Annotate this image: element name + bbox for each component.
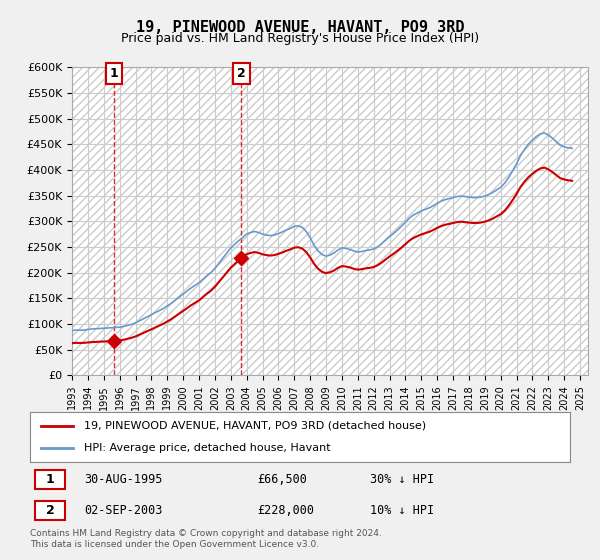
FancyBboxPatch shape <box>35 501 65 520</box>
Text: 10% ↓ HPI: 10% ↓ HPI <box>370 504 434 517</box>
Text: 30-AUG-1995: 30-AUG-1995 <box>84 473 163 486</box>
Text: Price paid vs. HM Land Registry's House Price Index (HPI): Price paid vs. HM Land Registry's House … <box>121 32 479 45</box>
Text: 02-SEP-2003: 02-SEP-2003 <box>84 504 163 517</box>
Text: 1: 1 <box>46 473 55 486</box>
Text: 19, PINEWOOD AVENUE, HAVANT, PO9 3RD: 19, PINEWOOD AVENUE, HAVANT, PO9 3RD <box>136 20 464 35</box>
Text: Contains HM Land Registry data © Crown copyright and database right 2024.
This d: Contains HM Land Registry data © Crown c… <box>30 529 382 549</box>
FancyBboxPatch shape <box>35 470 65 489</box>
Text: £228,000: £228,000 <box>257 504 314 517</box>
Text: 19, PINEWOOD AVENUE, HAVANT, PO9 3RD (detached house): 19, PINEWOOD AVENUE, HAVANT, PO9 3RD (de… <box>84 421 426 431</box>
Text: £66,500: £66,500 <box>257 473 307 486</box>
Text: 2: 2 <box>46 504 55 517</box>
Text: 2: 2 <box>237 67 246 80</box>
Text: 30% ↓ HPI: 30% ↓ HPI <box>370 473 434 486</box>
Text: 1: 1 <box>110 67 119 80</box>
Text: HPI: Average price, detached house, Havant: HPI: Average price, detached house, Hava… <box>84 443 331 453</box>
